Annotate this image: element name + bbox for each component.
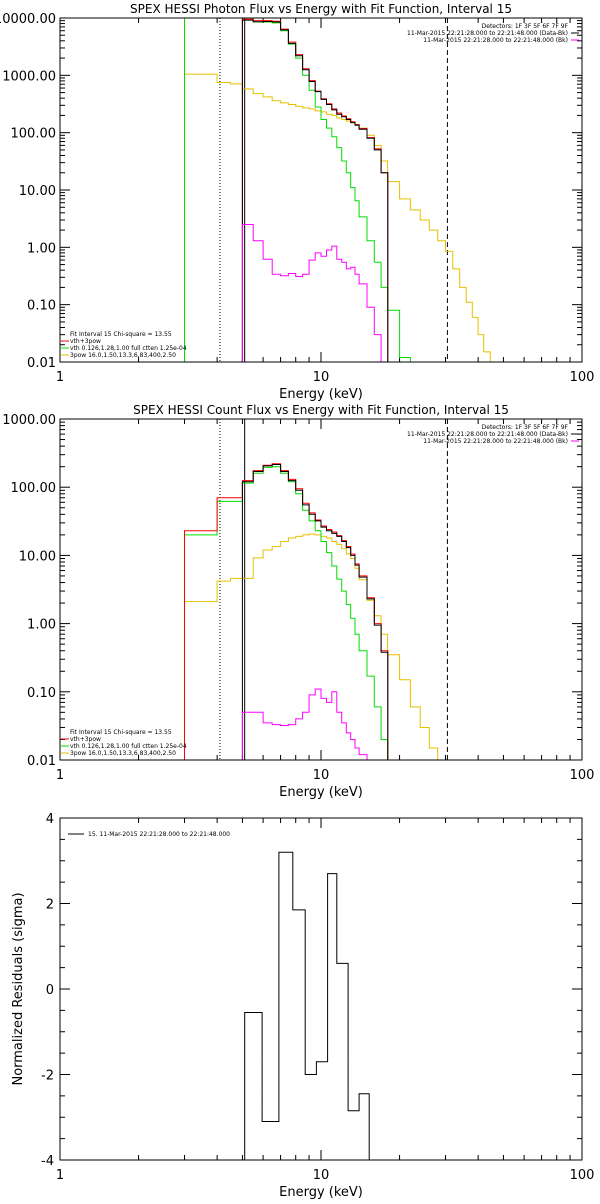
- y-ticks: [60, 20, 582, 363]
- fit-legend-line: vth+3pow: [70, 338, 101, 345]
- x-tick-label: 10: [313, 768, 330, 783]
- series-line: [184, 533, 446, 760]
- series-line: [184, 466, 395, 760]
- series-line: [184, 18, 411, 362]
- fit-legend-line: Fit Interval 15 Chi-square = 13.55: [70, 331, 172, 338]
- x-axis-label: Energy (keV): [279, 387, 363, 402]
- y-tick-label: 1000.00: [2, 69, 56, 84]
- x-tick-label: 100: [570, 370, 595, 385]
- y-tick-label: -4: [41, 1154, 54, 1169]
- series-line: [241, 224, 382, 362]
- series-4: [241, 19, 389, 362]
- y-tick-label: 4: [46, 812, 54, 827]
- fit-legend-line: vth 0.126,1.28,1.00 full ctten 1.25e-04: [70, 345, 187, 352]
- y-tick-label: 100.00: [11, 481, 57, 496]
- series-line: [241, 464, 389, 760]
- x-ticks: [59, 18, 583, 362]
- y-tick-label: 100.00: [11, 127, 57, 142]
- series-2: [184, 18, 411, 362]
- x-tick-label: 100: [570, 768, 595, 783]
- panel-2: SPEX HESSI Count Flux vs Energy with Fit…: [2, 403, 594, 800]
- x-tick-label: 1: [56, 1168, 64, 1183]
- series-5: [241, 224, 382, 362]
- series-line: [184, 73, 491, 362]
- x-ticks: [59, 818, 583, 1160]
- y-tick-label: 1000.00: [2, 413, 56, 428]
- info-line: 11-Mar-2015 22:21:28.000 to 22:21:48.000…: [423, 438, 568, 445]
- info-line: 11-Mar-2015 22:21:28.000 to 22:21:48.000…: [423, 37, 568, 44]
- x-tick-label: 1: [56, 768, 64, 783]
- series-3: [184, 463, 389, 760]
- y-tick-label: 10.00: [19, 184, 56, 199]
- info-line: Detectors: 1F 3F 5F 6F 7F 9F: [482, 23, 569, 30]
- legend-entry: 15. 11-Mar-2015 22:21:28.000 to 22:21:48…: [88, 831, 230, 838]
- y-ticks: [60, 421, 582, 761]
- y-tick-label: 0.10: [27, 299, 56, 314]
- y-tick-label: 0.10: [27, 686, 56, 701]
- series-1: [184, 73, 491, 362]
- plot-frame: [59, 17, 583, 363]
- info-line: 11-Mar-2015 22:21:28.000 to 22:21:48.000…: [407, 431, 568, 438]
- x-tick-label: 10: [313, 1168, 330, 1183]
- fit-legend-line: Fit Interval 15 Chi-square = 13.55: [70, 729, 172, 736]
- plot-frame: [59, 418, 583, 761]
- x-axis-label: Energy (keV): [279, 785, 363, 800]
- fit-legend-line: vth 0.126,1.28,1.00 full ctten 1.25e-04: [70, 743, 187, 750]
- series-line: [184, 463, 389, 760]
- series-line: [241, 18, 389, 362]
- y-tick-label: 1.00: [27, 618, 56, 633]
- series-3: [241, 18, 389, 362]
- panel-3: 1 10 100 Energy (keV) -4 -2 0 2 4 Normalized Resi…: [11, 812, 594, 1200]
- series-line: [241, 688, 368, 760]
- series-1: [184, 533, 446, 760]
- fit-legend-line: 3pow 16.0,1.50,13.3,6.83,400,2.50: [70, 750, 176, 757]
- y-tick-label: 10000.00: [0, 12, 56, 27]
- x-tick-label: 10: [313, 370, 330, 385]
- info-line: 11-Mar-2015 22:21:28.000 to 22:21:48.000…: [407, 30, 568, 37]
- series-4: [241, 464, 389, 760]
- y-ticks: [60, 817, 582, 1161]
- y-tick-label: 1.00: [27, 241, 56, 256]
- y-axis-label: Normalized Residuals (sigma): [11, 892, 26, 1085]
- x-tick-label: 100: [570, 1168, 595, 1183]
- series-1: [244, 851, 380, 1160]
- plot-frame: [59, 817, 583, 1161]
- y-tick-label: 2: [46, 898, 54, 913]
- chart-title: SPEX HESSI Photon Flux vs Energy with Fi…: [130, 2, 512, 16]
- series-line: [244, 851, 380, 1160]
- fit-legend-line: 3pow 16.0,1.50,13.3,6.83,400,2.50: [70, 352, 176, 359]
- fit-legend-line: vth+3pow: [70, 736, 101, 743]
- x-tick-label: 1: [56, 370, 64, 385]
- series-5: [241, 688, 368, 760]
- info-line: Detectors: 1F 3F 5F 6F 7F 9F: [482, 424, 569, 431]
- y-tick-label: -2: [41, 1069, 54, 1084]
- series-2: [184, 466, 395, 760]
- x-axis-label: Energy (keV): [279, 1185, 363, 1200]
- series-line: [241, 19, 389, 362]
- y-tick-label: 0.01: [27, 356, 56, 371]
- panel-1: SPEX HESSI Photon Flux vs Energy with Fi…: [0, 2, 594, 402]
- chart-title: SPEX HESSI Count Flux vs Energy with Fit…: [133, 403, 509, 417]
- y-tick-label: 0.01: [27, 754, 56, 769]
- y-tick-label: 10.00: [19, 549, 56, 564]
- x-ticks: [59, 419, 583, 760]
- y-tick-label: 0: [46, 983, 54, 998]
